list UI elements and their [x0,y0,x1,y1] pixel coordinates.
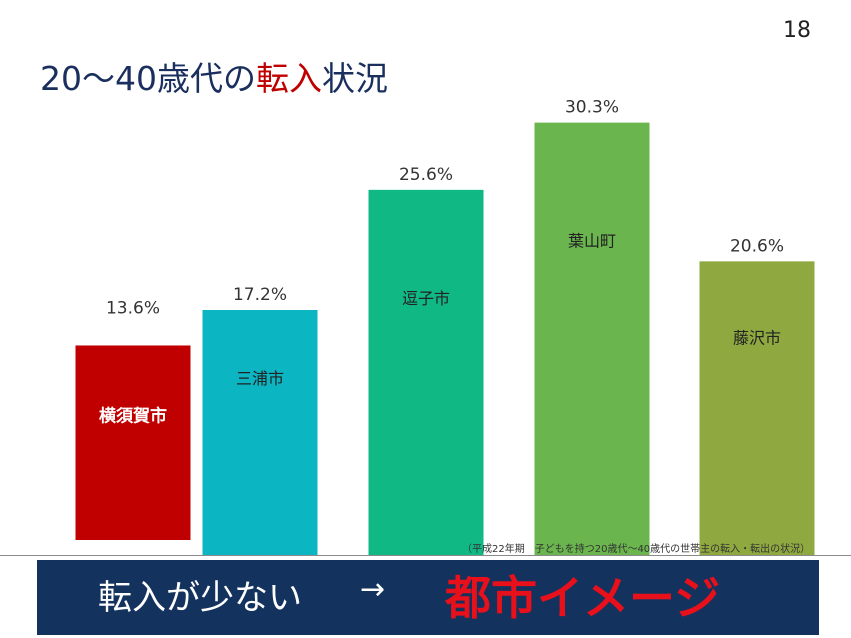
arrow-icon: → [360,572,386,607]
page-number: 18 [783,18,811,43]
bar-chart: 13.6% 横須賀市 17.2% 三浦市 25.6% 逗子市 30.3% 葉山町 20.6% 藤沢… [75,98,815,556]
bottom-banner [37,560,819,635]
value-label-4: 30.3% [565,98,619,118]
category-label-1: 横須賀市 [99,405,167,426]
value-label-5: 20.6% [730,236,784,256]
value-label-3: 25.6% [399,165,453,185]
value-label-1: 13.6% [106,298,160,318]
bar-4 [534,122,650,556]
banner-text: 転入が少ない [98,578,302,618]
title-suffix: 状況 [321,59,388,98]
title-prefix: 20〜40歳代の [40,59,256,98]
category-label-3: 逗子市 [402,289,450,308]
category-label-2: 三浦市 [236,369,284,388]
bar-5 [699,261,815,556]
category-label-5: 藤沢市 [733,328,781,347]
bar-2 [202,309,318,556]
source-note: （平成22年期 子どもを持つ20歳代〜40歳代の世帯主の転入・転出の状況） [462,544,811,555]
bar-3 [368,189,484,556]
bar-1 [75,345,191,540]
value-label-2: 17.2% [233,285,287,305]
banner-emphasis: 都市イメージ [445,571,721,625]
slide-title: 20〜40歳代の転入状況 [40,52,388,100]
chart-baseline [0,555,851,556]
category-label-4: 葉山町 [568,232,616,251]
title-accent: 転入 [255,59,322,98]
